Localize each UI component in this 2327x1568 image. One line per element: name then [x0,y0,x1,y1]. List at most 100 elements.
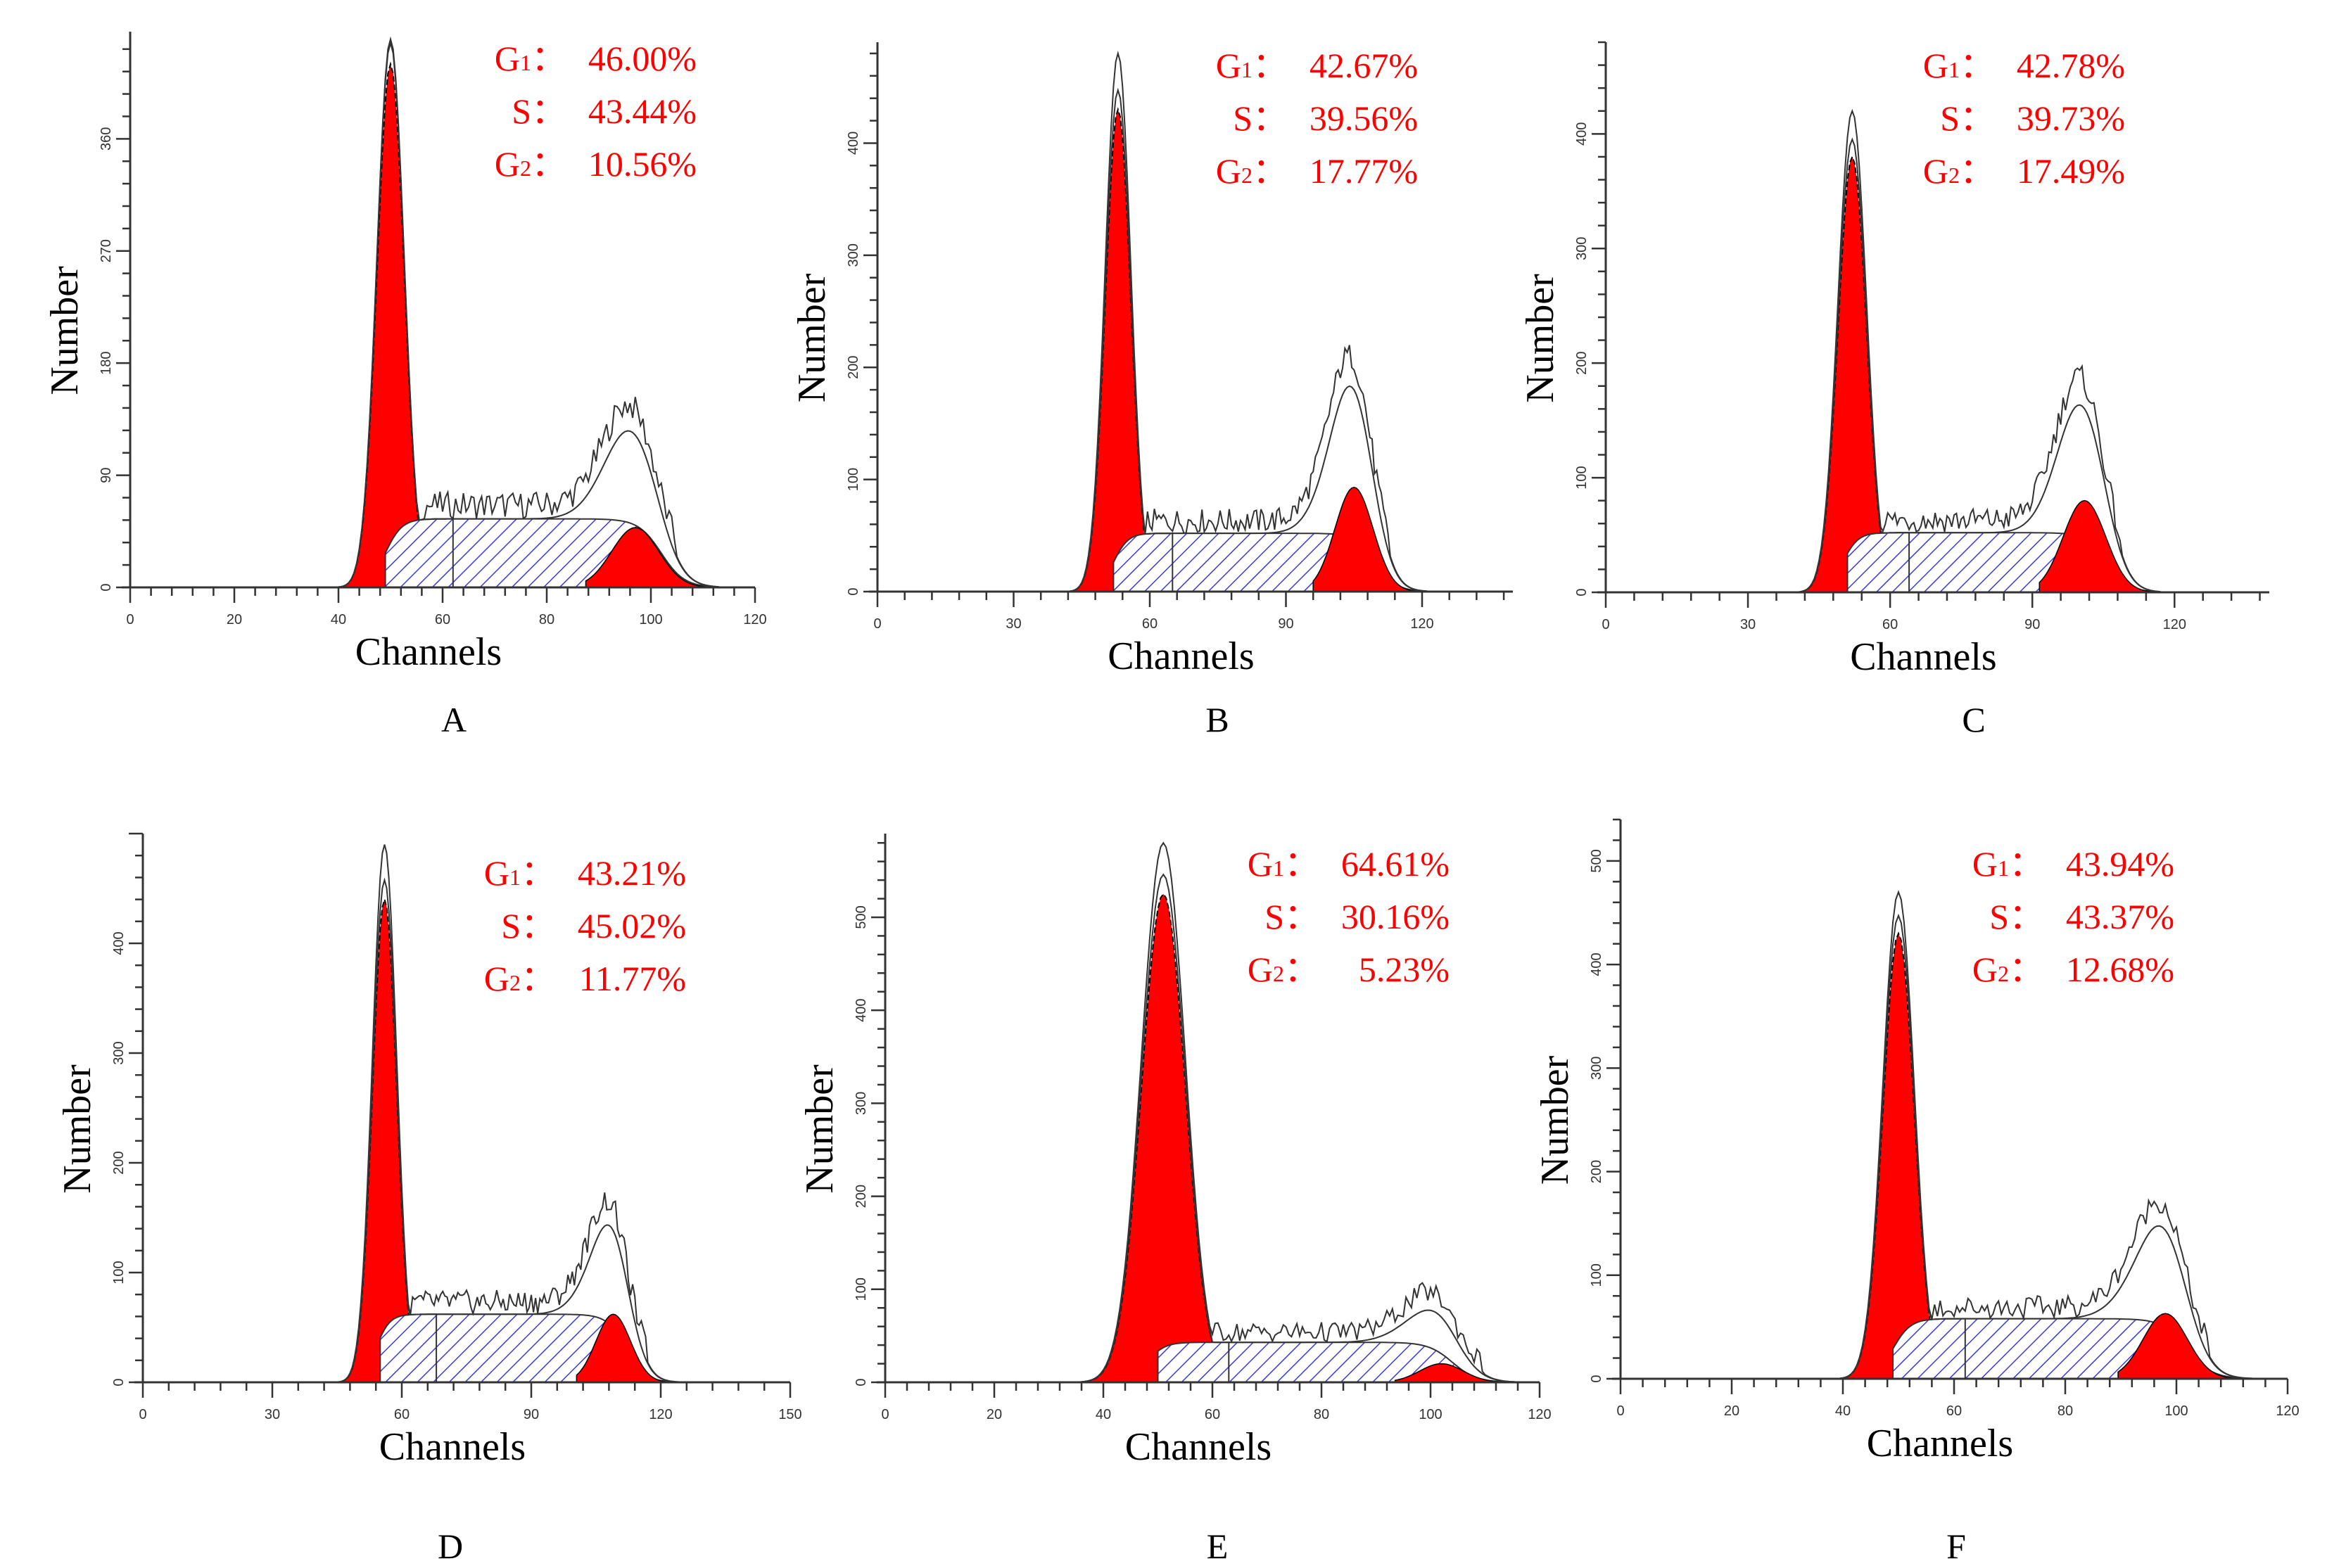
y-tick-label: 400 [1589,952,1604,976]
x-tick-label: 0 [881,1407,889,1422]
x-tick-label: 60 [1205,1407,1220,1422]
x-tick-label: 60 [1882,617,1898,632]
x-tick-label: 20 [987,1407,1002,1422]
y-tick-label: 200 [1589,1160,1604,1183]
panel-a: 0 20 40 60 80 100 120 0 90 180 270 360 Channels Numbe… [43,32,767,739]
x-tick-label: 60 [394,1407,410,1422]
x-tick-label: 40 [1835,1403,1851,1419]
x-tick-label: 120 [649,1407,672,1422]
s-phase-overlay [1846,532,1910,593]
y-tick-label: 300 [846,243,861,267]
y-tick-label: 0 [111,1378,127,1386]
y-tick-label: 300 [111,1041,127,1064]
x-tick-label: 100 [1419,1407,1442,1422]
phase-percentage: 42.67% [1310,46,1418,85]
y-tick-label: 360 [99,127,114,151]
y-tick-label: 0 [99,583,114,591]
phase-percentage: 12.68% [2066,950,2174,989]
x-tick-label: 0 [126,612,134,627]
phase-label: G2： [1216,151,1288,191]
phase-label: G2： [1972,950,2044,989]
x-tick-label: 90 [524,1407,539,1422]
x-tick-label: 80 [1314,1407,1329,1422]
phase-percentage: 17.49% [2017,151,2125,191]
phase-label: G1： [1216,46,1288,85]
phase-label: S： [1940,98,1995,138]
x-tick-label: 0 [1616,1403,1624,1419]
y-axis-label: Number [43,266,87,395]
panel-d: 0 30 60 90 120 150 0 100 200 300 400 Channels Number… [56,832,802,1566]
g1-peak-area [1767,155,1898,593]
panel-e: 0 20 40 60 80 100 120 0 100 200 300 400 500 Channels N… [798,834,1552,1566]
phase-percentage: 43.21% [578,853,686,893]
phase-percentage: 30.16% [1341,897,1450,936]
x-tick-label: 100 [2164,1403,2188,1419]
y-tick-label: 270 [99,239,114,262]
panel-c: 0 30 60 90 120 0 100 200 300 400 Channels Number G1：… [1518,41,2269,739]
x-axis-label: Channels [1125,1425,1272,1469]
phase-percentage: 17.77% [1310,151,1418,191]
y-tick-label: 0 [1574,588,1590,596]
y-axis-label: Number [798,1064,842,1194]
x-tick-label: 80 [2057,1403,2073,1419]
y-tick-label: 0 [854,1378,869,1386]
y-tick-label: 400 [1574,122,1590,146]
phase-label: G1： [484,853,556,893]
x-tick-label: 150 [778,1407,801,1422]
phase-label: G1： [1248,844,1319,884]
phase-label: S： [512,91,566,131]
x-tick-label: 120 [743,612,766,627]
panel-letter: C [1962,700,1985,739]
phase-percentage: 43.44% [588,91,697,131]
x-tick-label: 0 [873,616,881,632]
fit-envelope-trace [302,40,719,588]
s-phase-overlay [379,1313,438,1383]
phase-label: S： [1989,897,2044,936]
x-axis-label: Channels [355,630,502,674]
phase-label: S： [501,906,556,945]
x-tick-label: 60 [435,612,450,627]
y-tick-label: 400 [111,931,127,955]
phase-label: G2： [484,959,556,998]
phase-label: S： [1264,897,1319,936]
y-tick-label: 180 [99,351,114,374]
y-tick-label: 400 [854,998,869,1021]
g1-peak-area [302,61,441,588]
y-tick-label: 100 [854,1277,869,1301]
x-tick-label: 20 [1724,1403,1739,1419]
phase-label: G2： [1248,950,1319,989]
panel-letter: D [438,1526,463,1566]
y-tick-label: 500 [854,905,869,929]
x-tick-label: 30 [1740,617,1756,632]
x-tick-label: 120 [1410,616,1433,632]
raw-histogram-trace [1060,841,1529,1383]
x-tick-label: 40 [1096,1407,1111,1422]
panel-letter: F [1946,1526,1966,1566]
x-tick-label: 60 [1946,1403,1962,1419]
y-tick-label: 200 [854,1185,869,1208]
phase-label: G1： [1972,844,2044,884]
x-tick-label: 90 [1278,616,1293,632]
x-tick-label: 20 [227,612,242,627]
y-tick-label: 200 [1574,351,1590,374]
phase-percentage: 46.00% [588,39,697,78]
y-tick-label: 200 [111,1151,127,1174]
phase-percentage: 39.73% [2017,98,2125,138]
raw-histogram-trace [1041,51,1427,592]
y-tick-label: 300 [854,1092,869,1115]
panel-f: 0 20 40 60 80 100 120 0 100 200 300 400 500 Channels N… [1533,818,2300,1566]
phase-percentage: 5.23% [1359,950,1450,989]
y-tick-label: 200 [846,356,861,379]
phase-percentage: 39.56% [1310,98,1418,138]
phase-label: S： [1233,98,1288,138]
y-tick-label: 500 [1589,849,1604,872]
fit-envelope-trace [1767,137,2161,593]
y-tick-label: 300 [1589,1057,1604,1080]
y-tick-label: 100 [846,468,861,491]
y-tick-label: 100 [1574,466,1590,489]
y-tick-label: 0 [1589,1375,1604,1382]
y-tick-label: 100 [1589,1263,1604,1287]
x-axis-label: Channels [1867,1422,2013,1465]
panel-letter: E [1207,1526,1229,1566]
